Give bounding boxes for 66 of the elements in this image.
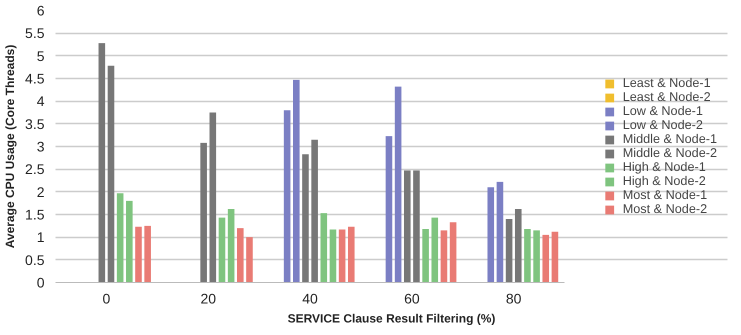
bar xyxy=(450,222,456,282)
bar xyxy=(135,226,142,282)
bar xyxy=(320,213,328,282)
legend-label: Middle & Node-1 xyxy=(622,132,717,146)
bar xyxy=(116,193,124,282)
legend-label: Middle & Node-2 xyxy=(622,146,717,160)
bar xyxy=(533,230,540,282)
legend-label: Most & Node-2 xyxy=(622,202,708,216)
y-tick-label: 3.5 xyxy=(25,116,45,132)
bar xyxy=(210,112,216,282)
bar xyxy=(542,234,550,282)
y-tick-label: 4.5 xyxy=(25,70,45,86)
bar xyxy=(422,229,429,282)
x-tick-label: 60 xyxy=(404,290,420,306)
bar xyxy=(237,228,244,282)
bar xyxy=(293,80,300,282)
bar xyxy=(496,182,504,282)
bar xyxy=(524,229,531,282)
bar xyxy=(144,226,151,282)
legend-label: Most & Node-1 xyxy=(622,188,708,202)
bar xyxy=(218,218,226,282)
bar xyxy=(514,209,522,282)
y-tick-label: 6 xyxy=(36,2,45,18)
bar xyxy=(246,237,253,282)
bar xyxy=(404,170,411,282)
y-tick-label: 1.5 xyxy=(25,206,45,222)
bar xyxy=(228,209,234,282)
y-tick-label: 4 xyxy=(36,93,45,110)
bar xyxy=(98,43,106,282)
y-tick-label: 2.5 xyxy=(25,161,45,178)
x-tick-label: 40 xyxy=(302,290,318,306)
bar xyxy=(126,200,133,282)
bar xyxy=(200,142,207,282)
y-tick-label: 5 xyxy=(36,48,45,64)
bar xyxy=(284,110,290,282)
y-tick-label: 5.5 xyxy=(25,25,45,42)
bar xyxy=(386,136,392,282)
bar xyxy=(311,140,318,282)
legend-label: Low & Node-2 xyxy=(622,118,703,132)
y-tick-label: 0.5 xyxy=(25,252,45,268)
bar xyxy=(302,154,309,282)
bar xyxy=(394,86,402,282)
y-tick-label: 3 xyxy=(36,138,45,154)
y-tick-label: 0 xyxy=(36,274,45,290)
bar xyxy=(506,219,512,282)
bar xyxy=(487,187,494,282)
bar xyxy=(338,229,346,282)
bar xyxy=(413,170,420,282)
bar xyxy=(330,229,336,282)
x-axis-title: SERVICE Clause Result Filtering (%) xyxy=(288,312,496,326)
x-tick-label: 20 xyxy=(200,290,216,306)
y-tick-label: 1 xyxy=(36,229,45,246)
bar xyxy=(552,232,558,282)
x-tick-label: 80 xyxy=(506,290,522,306)
x-tick-label: 0 xyxy=(102,290,111,306)
bar xyxy=(108,66,114,282)
y-axis-title: Average CPU Usage (Core Threads) xyxy=(3,44,18,248)
bar xyxy=(440,230,448,282)
legend-label: Least & Node-2 xyxy=(622,90,711,104)
bar xyxy=(348,226,355,282)
y-tick-label: 2 xyxy=(36,184,45,200)
legend-label: Low & Node-1 xyxy=(622,104,703,118)
legend-label: High & Node-2 xyxy=(622,174,706,188)
bar xyxy=(431,218,438,282)
legend-label: High & Node-1 xyxy=(622,160,706,174)
legend-label: Least & Node-1 xyxy=(622,76,711,90)
